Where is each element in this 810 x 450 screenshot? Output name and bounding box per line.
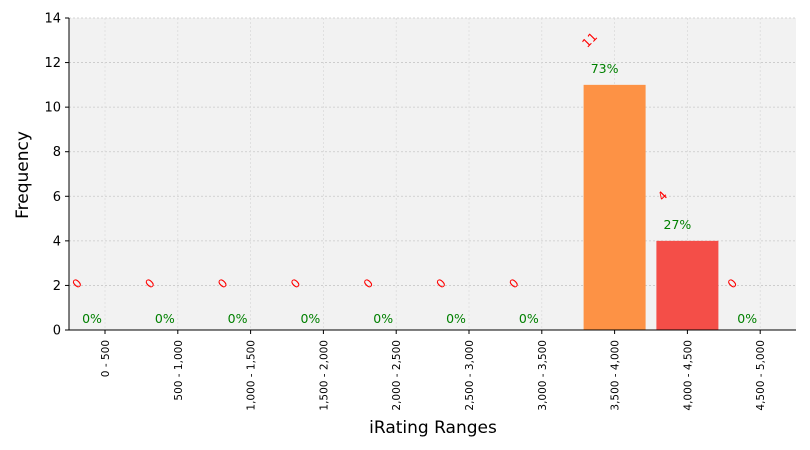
percent-label: 0% bbox=[300, 311, 320, 326]
grid-lines bbox=[69, 17, 796, 330]
x-tick-label: 2,500 - 3,000 bbox=[464, 340, 476, 411]
bar bbox=[583, 84, 646, 330]
x-tick-label: 500 - 1,000 bbox=[173, 340, 185, 401]
axes bbox=[68, 18, 796, 331]
percent-label: 73% bbox=[591, 61, 619, 76]
y-tick-label: 6 bbox=[53, 190, 61, 205]
x-tick-label: 4,500 - 5,000 bbox=[755, 340, 767, 411]
percent-label: 0% bbox=[519, 311, 539, 326]
x-tick-label: 1,500 - 2,000 bbox=[318, 340, 330, 411]
x-ticks: 0 - 500 500 - 1,000 1,000 - 1,500 1,500 - 2… bbox=[100, 330, 767, 411]
x-tick-label: 0 - 500 bbox=[100, 340, 112, 377]
percent-label: 0% bbox=[82, 311, 102, 326]
y-tick-label: 4 bbox=[53, 234, 61, 249]
percent-label: 0% bbox=[373, 311, 393, 326]
y-tick-label: 12 bbox=[44, 56, 61, 71]
percent-label: 0% bbox=[228, 311, 248, 326]
bar bbox=[656, 240, 719, 330]
percent-label: 27% bbox=[664, 217, 692, 232]
y-tick-label: 14 bbox=[44, 12, 61, 27]
percent-label: 0% bbox=[446, 311, 466, 326]
x-tick-label: 3,000 - 3,500 bbox=[537, 340, 549, 411]
x-tick-label: 2,000 - 2,500 bbox=[391, 340, 403, 411]
percent-label: 0% bbox=[737, 311, 757, 326]
y-axis-title: Frequency bbox=[13, 131, 33, 219]
x-tick-label: 3,500 - 4,000 bbox=[610, 340, 622, 411]
x-axis-title: iRating Ranges bbox=[369, 418, 497, 438]
percent-label: 0% bbox=[155, 311, 175, 326]
x-tick-label: 4,000 - 4,500 bbox=[682, 340, 694, 411]
y-tick-label: 8 bbox=[53, 145, 61, 160]
x-tick-label: 1,000 - 1,500 bbox=[246, 340, 258, 411]
y-tick-label: 0 bbox=[53, 324, 61, 339]
y-ticks: 0 2 4 6 8 10 12 14 bbox=[44, 12, 69, 339]
y-tick-label: 2 bbox=[53, 279, 61, 294]
y-tick-label: 10 bbox=[44, 101, 61, 116]
bars bbox=[583, 84, 719, 330]
